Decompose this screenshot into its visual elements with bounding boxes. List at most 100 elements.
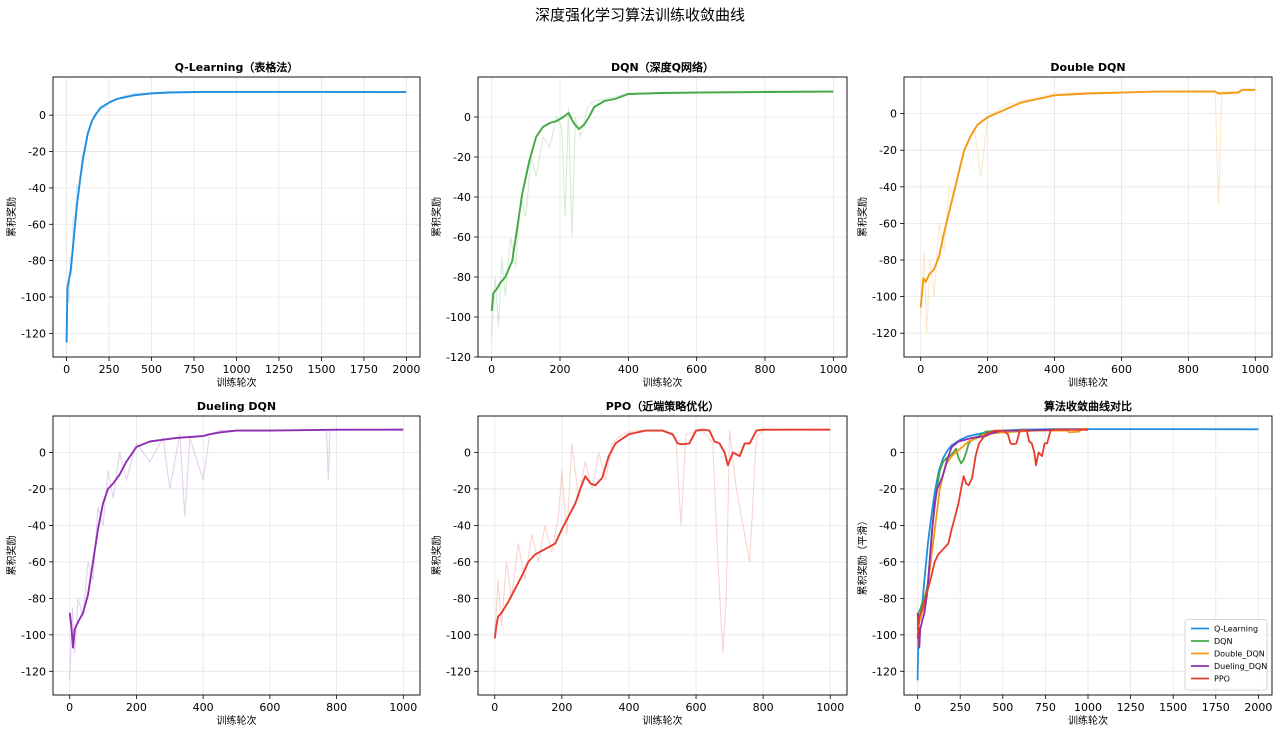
x-tick-label: 1000 [816,701,844,714]
y-tick-label: -40 [879,519,897,532]
plot-area [493,428,831,654]
y-tick-label: -20 [879,144,897,157]
subplot-title: Dueling DQN [197,400,276,413]
y-tick-label: -60 [453,231,471,244]
smoothed-series-line-double_dqn [919,88,1256,308]
axes-frame [477,415,848,696]
y-tick-label: -40 [28,519,46,532]
x-tick-label: 1000 [1241,363,1269,376]
x-tick-label: 1000 [389,701,417,714]
y-tick-label: -60 [879,217,897,230]
x-axis-label: 训练轮次 [643,376,683,389]
x-tick-label: 0 [917,363,924,376]
y-tick-label: -80 [453,592,471,605]
y-tick-label: -20 [453,483,471,496]
y-tick-label: -20 [453,151,471,164]
y-axis-label: 累积奖励 [5,197,18,237]
y-tick-label: -80 [28,255,46,268]
subplot-title: Q-Learning（表格法） [175,60,299,74]
smoothed-series-line-q-learning [65,90,407,343]
y-tick-label: -40 [453,519,471,532]
x-tick-label: 800 [753,701,774,714]
subplot-2: 0 200 400 600 800 1000 -120 -100 -80 -60 -40 -20 0 DQ… [430,60,848,389]
x-tick-label: 1500 [1159,701,1187,714]
y-tick-label: -120 [446,351,471,364]
x-tick-label: 1750 [1202,701,1230,714]
x-tick-label: 1250 [265,363,293,376]
legend: Q-Learning DQN Double_DQN Dueling_DQN PPO [1184,619,1268,691]
y-tick-label: -100 [446,629,471,642]
raw-series-line-dqn [491,90,834,338]
x-tick-label: 1750 [350,363,378,376]
y-tick-label: -40 [28,182,46,195]
x-tick-label: 0 [914,701,921,714]
x-tick-label: 600 [1111,363,1132,376]
y-tick-label: -100 [872,291,897,304]
x-tick-label: 1000 [1074,701,1102,714]
x-axis-label: 训练轮次 [217,714,257,727]
subplot-4: 0 200 400 600 800 1000 -120 -100 -80 -60 -40 -20 0 Du… [5,400,421,727]
x-tick-label: 2000 [392,363,420,376]
x-tick-label: 2000 [1244,701,1272,714]
y-axis-label: 累积奖励 [856,197,869,237]
legend-label-ppo: PPO [1214,675,1230,684]
x-tick-label: 750 [1035,701,1056,714]
figure-suptitle: 深度强化学习算法训练收敛曲线 [535,6,745,24]
y-tick-label: 0 [464,446,471,459]
y-tick-label: 0 [890,446,897,459]
y-tick-label: -80 [879,254,897,267]
x-tick-label: 0 [63,363,70,376]
y-tick-label: 0 [39,446,46,459]
legend-label-dueling_dqn: Dueling_DQN [1214,662,1267,671]
x-tick-label: 600 [686,363,707,376]
x-tick-label: 200 [551,701,572,714]
y-tick-label: -80 [879,592,897,605]
x-tick-label: 600 [259,701,280,714]
axes-frame [477,76,848,358]
y-tick-label: -120 [872,665,897,678]
x-axis-label: 训练轮次 [1068,376,1108,389]
x-tick-label: 200 [977,363,998,376]
x-tick-label: 0 [491,701,498,714]
y-tick-label: -120 [21,665,46,678]
legend-label-dqn: DQN [1214,637,1232,646]
y-axis-label: 累积奖励 [430,197,443,237]
x-tick-label: 200 [126,701,147,714]
y-tick-label: -120 [21,327,46,340]
x-tick-label: 500 [992,701,1013,714]
y-tick-label: -100 [21,291,46,304]
x-tick-label: 250 [99,363,120,376]
x-tick-label: 1000 [223,363,251,376]
axes-frame [52,415,421,696]
subplot-title: PPO（近端策略优化） [606,399,719,413]
y-tick-label: -40 [453,191,471,204]
y-axis-label: 累积奖励 [5,536,18,576]
subplot-title: 算法收敛曲线对比 [1043,399,1132,413]
x-tick-label: 200 [550,363,571,376]
plot-area [919,88,1256,334]
x-axis-label: 训练轮次 [1068,714,1108,727]
x-tick-label: 500 [141,363,162,376]
series-line-dueling_dqn [916,428,1088,649]
x-tick-label: 250 [950,701,971,714]
plot-area [65,90,407,343]
smoothed-series-line-dqn [490,90,834,312]
y-tick-label: -80 [28,592,46,605]
x-tick-label: 400 [1044,363,1065,376]
series-line-dqn [916,428,1089,630]
x-tick-label: 400 [618,363,639,376]
y-axis-label: 累积奖励（平滑） [856,516,869,596]
y-tick-label: -100 [21,629,46,642]
series-line-ppo [916,428,1088,639]
subplot-3: 0 200 400 600 800 1000 -120 -100 -80 -60 -40 -20 0 Do… [856,61,1273,389]
subplot-5: 0 200 400 600 800 1000 -120 -100 -80 -60 -40 -20 0 PP… [430,399,848,727]
x-axis-label: 训练轮次 [217,376,257,389]
plot-area [490,90,834,338]
y-tick-label: -120 [446,665,471,678]
y-tick-label: 0 [464,111,471,124]
y-tick-label: -20 [28,483,46,496]
y-tick-label: -60 [28,218,46,231]
legend-box [1184,619,1268,691]
plot-area [68,428,404,681]
